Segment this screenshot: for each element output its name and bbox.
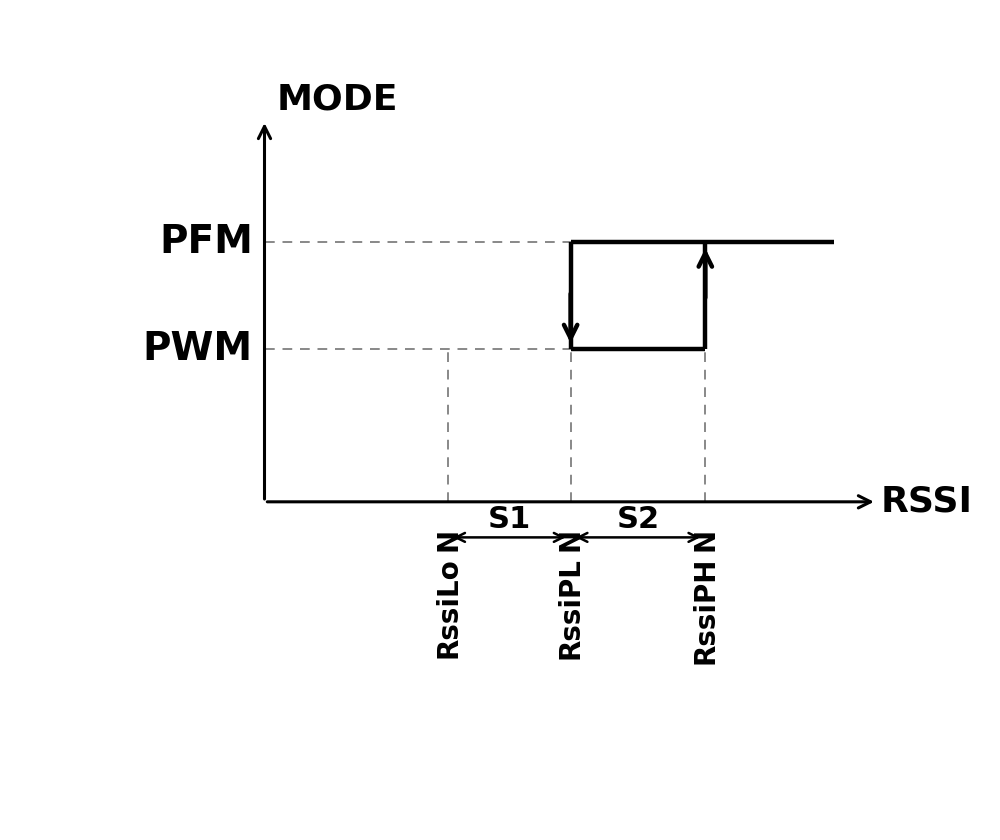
Text: RssiPL: RssiPL [557,557,585,659]
Text: MODE: MODE [276,83,398,117]
Text: RssiLo: RssiLo [434,557,462,658]
Text: PFM: PFM [159,223,253,261]
Text: N: N [691,528,719,551]
Text: PWM: PWM [143,330,253,368]
Text: RssiPH: RssiPH [691,557,719,664]
Text: N: N [557,528,585,551]
Text: N: N [434,528,462,551]
Text: RSSI: RSSI [881,485,973,519]
Text: S2: S2 [616,505,660,534]
Text: S1: S1 [488,505,531,534]
